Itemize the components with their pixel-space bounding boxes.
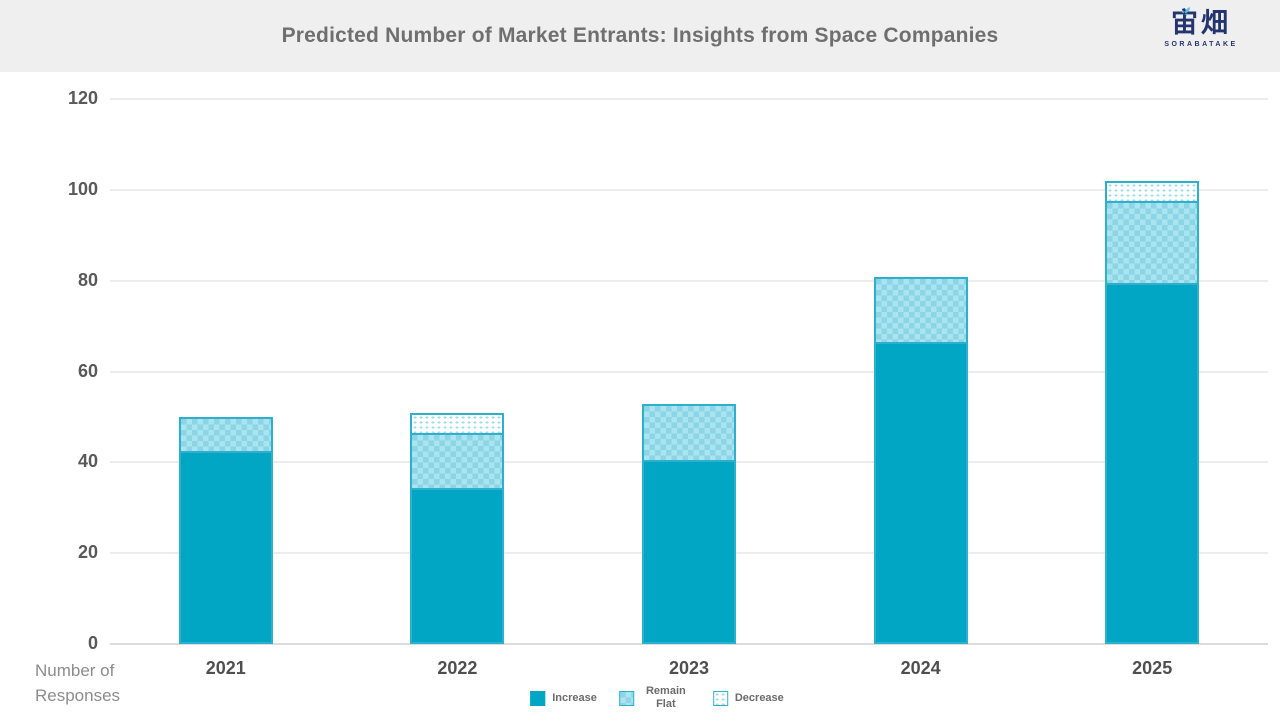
y-tick-label-20: 20: [77, 542, 98, 563]
bar-segment-remain-flat-2024: [875, 278, 966, 343]
bar-group-2025: [1105, 181, 1200, 644]
legend-swatch-solid-icon: [530, 690, 546, 706]
y-axis-title: Number of Responses: [35, 659, 120, 708]
y-tick-label-40: 40: [77, 451, 98, 472]
grid-line-120: [110, 98, 1268, 100]
legend-label: Decrease: [734, 691, 784, 704]
logo-text: 宙畑: [1171, 7, 1231, 37]
chart-title: Predicted Number of Market Entrants: Ins…: [281, 24, 999, 47]
grid-line-80: [110, 279, 1268, 282]
plot-area: [110, 98, 1268, 645]
y-tick-label-100: 100: [67, 178, 98, 199]
grid-line-100: [110, 188, 1268, 191]
bar-segment-remain-flat-2023: [644, 405, 734, 461]
bar-group-2024: [873, 276, 968, 644]
bar-segment-decrease-2022: [412, 414, 503, 434]
y-tick-label-0: 0: [87, 633, 98, 653]
bar-segment-remain-flat-2021: [180, 419, 271, 452]
legend-label: Remain Flat: [645, 685, 686, 711]
grid-line-60: [110, 370, 1268, 373]
legend-label: Increase: [552, 691, 597, 704]
x-tick-label-2023: 2023: [668, 658, 710, 678]
header-bar: Predicted Number of Market Entrants: Ins…: [0, 0, 1280, 72]
grid-line-0: [110, 643, 1268, 645]
bar-segment-increase-2024: [875, 342, 966, 642]
bar-segment-increase-2023: [644, 460, 734, 642]
rocket-icon: [1181, 7, 1191, 17]
y-tick-label-80: 80: [77, 269, 98, 290]
x-tick-label-2022: 2022: [437, 658, 478, 678]
y-axis-title-line1: Number of: [35, 661, 115, 680]
logo-subtext: SORABATAKE: [1164, 41, 1238, 48]
bar-group-2022: [410, 412, 505, 644]
bar-segment-increase-2022: [412, 487, 503, 642]
legend-item-increase: Increase: [530, 690, 597, 706]
legend-swatch-dots-icon: [712, 690, 728, 706]
chart-legend: Increase Remain Flat Decrease: [530, 685, 784, 711]
legend-swatch-checker-icon: [618, 690, 634, 706]
bar-segment-remain-flat-2025: [1107, 201, 1198, 284]
bar-segment-increase-2021: [180, 451, 271, 642]
bar-group-2023: [642, 403, 736, 644]
x-tick-label-2021: 2021: [205, 658, 246, 678]
sorabatake-logo: 宙畑 SORABATAKE: [1156, 7, 1246, 48]
bar-segment-decrease-2025: [1107, 183, 1198, 202]
bar-segment-remain-flat-2022: [412, 433, 503, 488]
y-tick-label-120: 120: [67, 88, 98, 108]
legend-item-decrease: Decrease: [712, 690, 784, 706]
legend-item-remain-flat: Remain Flat: [618, 685, 691, 711]
y-axis-title-line2: Responses: [35, 685, 121, 705]
bar-segment-increase-2025: [1107, 283, 1198, 642]
x-tick-label-2024: 2024: [900, 658, 941, 678]
y-tick-label-60: 60: [77, 360, 98, 381]
x-tick-label-2025: 2025: [1132, 658, 1173, 678]
chart-area: 0 20 40 60 80 100 120 2021 2022 2023 2024 2025 Num…: [0, 72, 1280, 720]
bar-group-2021: [178, 417, 273, 644]
